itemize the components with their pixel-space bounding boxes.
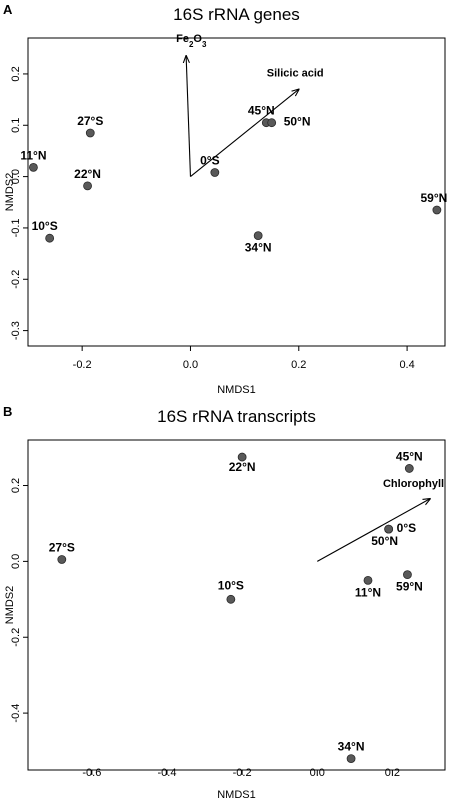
data-point: [57, 555, 67, 564]
data-point: [29, 162, 38, 172]
data-point: [210, 168, 220, 177]
data-point: [346, 754, 356, 764]
point-label: 27°S: [49, 540, 75, 554]
data-point: [384, 524, 394, 534]
point-label: 0°S: [200, 153, 219, 167]
y-tick-label: 0.0: [10, 169, 22, 184]
y-axis-label: NMDS2: [4, 173, 16, 212]
x-tick-label: 0.0: [183, 359, 198, 371]
env-vector-label: Silicic acid: [267, 67, 324, 79]
env-vector-arrow: [190, 89, 298, 178]
y-tick-label: 0.0: [10, 554, 22, 569]
panel-label: B: [3, 404, 12, 419]
plot-frame: [27, 439, 446, 771]
point-label: 22°N: [229, 460, 256, 474]
env-vector-label: Chlorophyll: [383, 478, 444, 490]
point-label: 50°N: [371, 534, 398, 548]
point-label: 27°S: [77, 114, 103, 128]
data-point: [45, 233, 55, 243]
data-point: [83, 181, 92, 191]
y-tick-label: -0.4: [10, 704, 22, 723]
x-tick-label: -0.6: [82, 767, 101, 779]
data-point: [237, 452, 247, 462]
data-point: [432, 205, 442, 215]
point-label: 59°N: [420, 191, 447, 205]
data-point: [267, 118, 277, 128]
y-tick-label: -0.3: [10, 321, 22, 340]
y-tick-label: 0.1: [10, 118, 22, 133]
y-tick-label: 0.2: [10, 478, 22, 493]
x-axis-label: NMDS1: [217, 789, 256, 801]
point-label: 10°S: [218, 578, 244, 592]
data-point: [404, 464, 414, 473]
x-tick-label: -0.2: [73, 359, 92, 371]
y-axis-label: NMDS2: [4, 586, 16, 625]
x-tick-label: 0.0: [310, 767, 325, 779]
x-tick-label: -0.2: [233, 767, 252, 779]
env-vector-label: Fe2O3: [176, 33, 207, 49]
data-point: [403, 570, 412, 580]
data-point: [226, 594, 236, 604]
point-label: 50°N: [284, 115, 311, 129]
plot-frame: [27, 37, 446, 347]
env-vector-arrow: [317, 499, 430, 562]
point-label: 45°N: [396, 449, 423, 463]
point-label: 34°N: [245, 241, 272, 255]
panel-b: B 16S rRNA transcripts -0.6 -0.4 -0.2 0.0 0.2 -…: [3, 404, 446, 801]
point-label: 11°N: [355, 585, 381, 599]
chart-title: 16S rRNA transcripts: [157, 407, 316, 426]
point-label: 22°N: [74, 167, 101, 181]
y-tick-label: -0.2: [10, 628, 22, 647]
x-tick-label: 0.2: [385, 767, 400, 779]
panel-label: A: [3, 2, 13, 17]
x-tick-label: -0.4: [158, 767, 177, 779]
y-tick-label: 0.2: [10, 66, 22, 81]
data-point: [85, 128, 95, 138]
point-label: 34°N: [338, 740, 365, 754]
x-tick-label: 0.2: [291, 359, 306, 371]
point-label: 59°N: [396, 580, 423, 594]
env-vector-arrow: [186, 56, 192, 177]
x-tick-label: 0.4: [399, 359, 414, 371]
panel-a: A 16S rRNA genes -0.2 0.0 0.2 0.4 -0.3 -0.2 -0.1…: [3, 2, 447, 396]
point-label: 0°S: [397, 521, 416, 535]
y-tick-label: -0.1: [10, 218, 22, 237]
y-tick-label: -0.2: [10, 270, 22, 289]
x-axis-label: NMDS1: [217, 384, 256, 396]
point-label: 10°S: [32, 219, 58, 233]
data-point: [363, 575, 373, 585]
data-point: [253, 231, 263, 241]
point-label: 11°N: [20, 148, 46, 162]
point-label: 45°N: [248, 104, 275, 118]
chart-title: 16S rRNA genes: [173, 5, 300, 24]
